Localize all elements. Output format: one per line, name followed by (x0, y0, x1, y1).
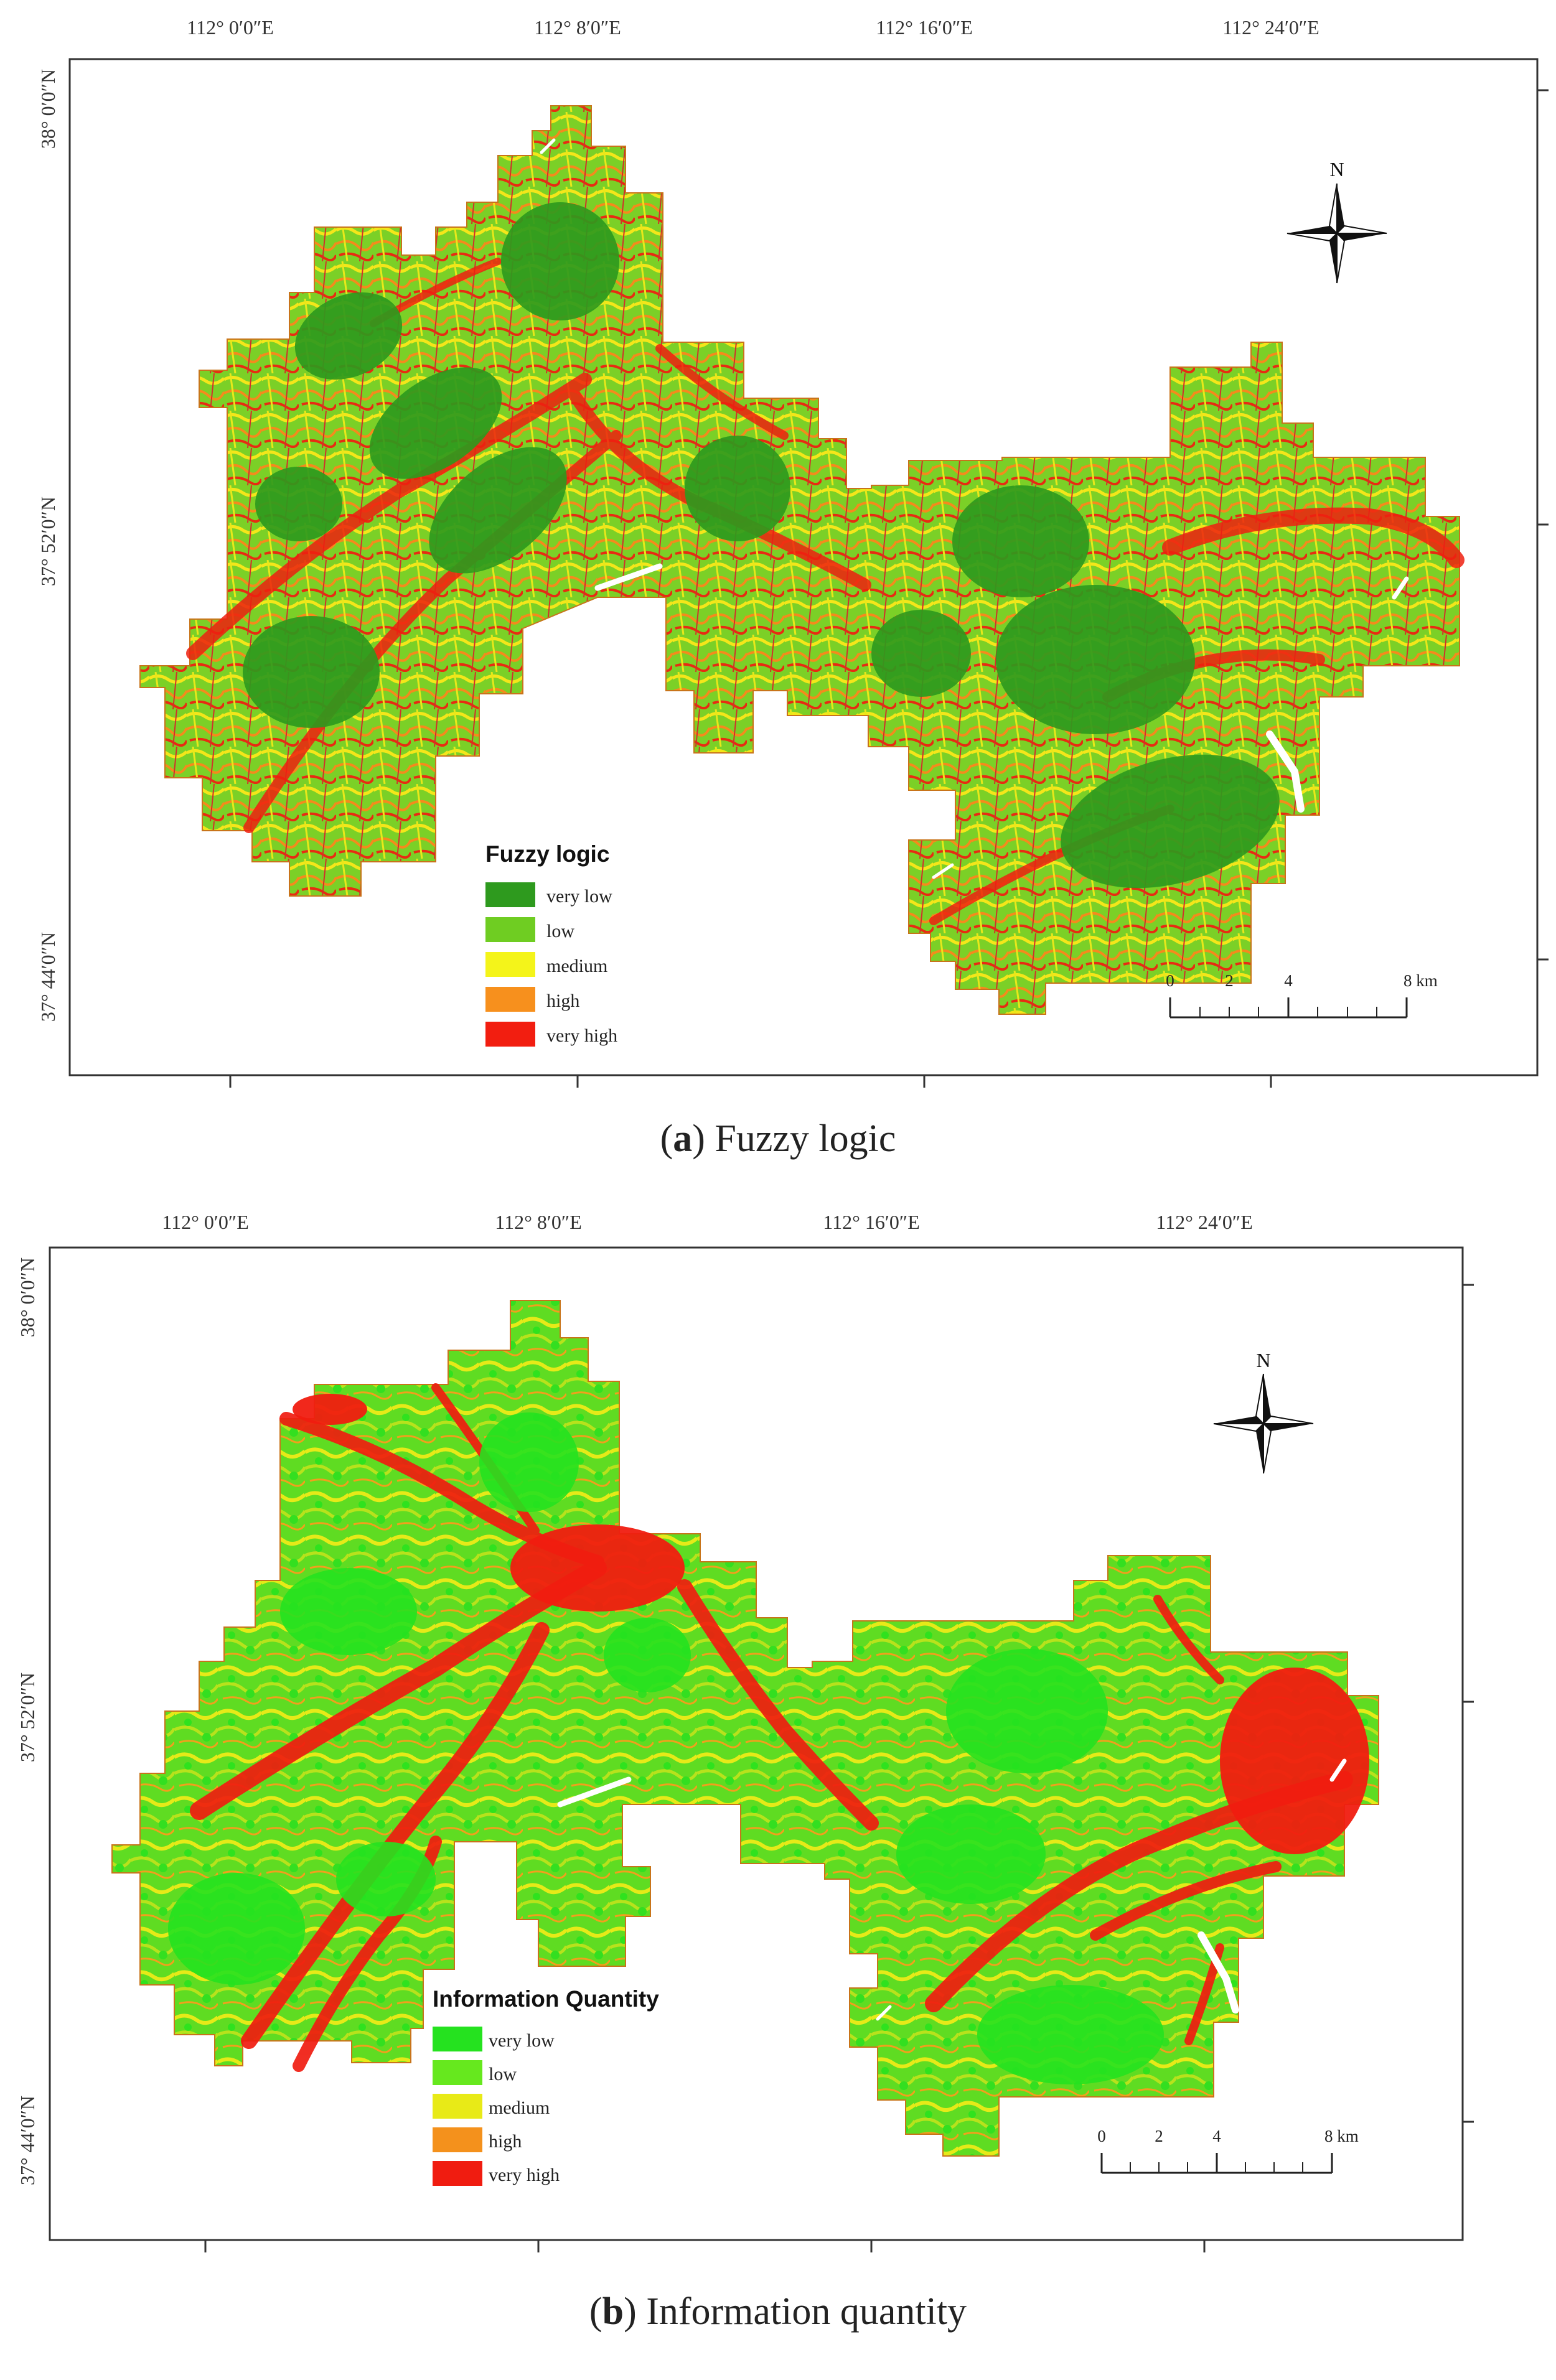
caption-letter: b (602, 2290, 624, 2333)
lon-label: 112° 8′0″E (495, 1211, 581, 1233)
legend-label: low (546, 921, 574, 941)
lon-label: 112° 24′0″E (1156, 1211, 1252, 1233)
map-panel-b: 112° 0′0″E 112° 8′0″E 112° 16′0″E 112° 2… (0, 1182, 1556, 2380)
lon-label: 112° 16′0″E (876, 16, 972, 39)
low-hazard-zones-a (243, 202, 1280, 889)
scale-label: 2 (1155, 2127, 1163, 2145)
legend-label: very low (546, 886, 612, 907)
legend-label: very low (489, 2030, 555, 2051)
scale-label: 4 (1212, 2127, 1221, 2145)
lon-label: 112° 0′0″E (162, 1211, 248, 1233)
legend-swatch (485, 917, 535, 942)
map-b-svg: 112° 0′0″E 112° 8′0″E 112° 16′0″E 112° 2… (16, 1211, 1474, 2252)
north-arrow-icon (1213, 1373, 1314, 1474)
void-marks-b (490, 1314, 1347, 2021)
legend-swatch (485, 952, 535, 977)
axis-ticks-a (229, 89, 1549, 1088)
lon-label: 112° 16′0″E (823, 1211, 919, 1233)
scale-bar-a: 0 2 4 8 km (1166, 971, 1438, 1019)
scale-label: 4 (1284, 971, 1293, 990)
legend-swatch (433, 2094, 482, 2119)
high-hazard-blobs-b (293, 1394, 1369, 1854)
lat-label: 38° 0′0″N (37, 69, 59, 149)
scale-bar-b: 0 2 4 8 km (1097, 2127, 1359, 2174)
low-hazard-zones-b (168, 1412, 1164, 2084)
caption-text: Information quantity (636, 2290, 967, 2333)
north-arrow-icon (1287, 183, 1387, 284)
legend-swatch (433, 2027, 482, 2051)
lat-label: 37° 52′0″N (37, 497, 59, 586)
lat-label: 37° 44′0″N (37, 932, 59, 1022)
caption-letter: a (673, 1118, 693, 1160)
legend-swatch (485, 1022, 535, 1047)
map-panel-a: 112° 0′0″E 112° 8′0″E 112° 16′0″E 112° 2… (0, 0, 1556, 1182)
legend-label: medium (489, 2098, 550, 2118)
high-hazard-zones-b (190, 1383, 1353, 2072)
legend-label: high (489, 2131, 522, 2152)
axis-ticks-b (204, 1284, 1474, 2252)
caption-a: (a) Fuzzy logic (660, 1118, 896, 1160)
north-label: N (1256, 1349, 1270, 1371)
legend-swatch (485, 987, 535, 1012)
legend-label: low (489, 2064, 517, 2084)
void-marks-a (540, 138, 1409, 879)
scale-label: 8 km (1324, 2127, 1359, 2145)
lon-label: 112° 8′0″E (534, 16, 621, 39)
scale-label: 0 (1166, 971, 1174, 990)
lat-label: 38° 0′0″N (16, 1258, 39, 1337)
legend-label: very high (546, 1025, 617, 1046)
legend-label: high (546, 991, 579, 1011)
legend-title: Information Quantity (433, 1986, 659, 2012)
legend-b: Information Quantity very low low medium… (433, 1986, 659, 2186)
legend-title: Fuzzy logic (485, 841, 609, 867)
caption-text: Fuzzy logic (705, 1118, 896, 1160)
legend-a: Fuzzy logic very low low medium high ver… (485, 841, 617, 1047)
lon-label: 112° 0′0″E (187, 16, 273, 39)
north-label: N (1329, 158, 1344, 180)
scale-label: 0 (1097, 2127, 1106, 2145)
scale-label: 2 (1225, 971, 1234, 990)
legend-label: medium (546, 956, 607, 976)
legend-swatch (433, 2161, 482, 2186)
map-a-svg: 112° 0′0″E 112° 8′0″E 112° 16′0″E 112° 2… (37, 16, 1549, 1088)
legend-swatch (433, 2127, 482, 2152)
legend-swatch (485, 882, 535, 907)
legend-swatch (433, 2060, 482, 2085)
lon-label: 112° 24′0″E (1222, 16, 1319, 39)
lat-label: 37° 44′0″N (16, 2096, 39, 2185)
study-area-b (111, 1300, 1379, 2157)
legend-label: very high (489, 2165, 560, 2185)
caption-b: (b) Information quantity (589, 2290, 967, 2333)
scale-label: 8 km (1404, 971, 1438, 990)
lat-label: 37° 52′0″N (16, 1673, 39, 1762)
